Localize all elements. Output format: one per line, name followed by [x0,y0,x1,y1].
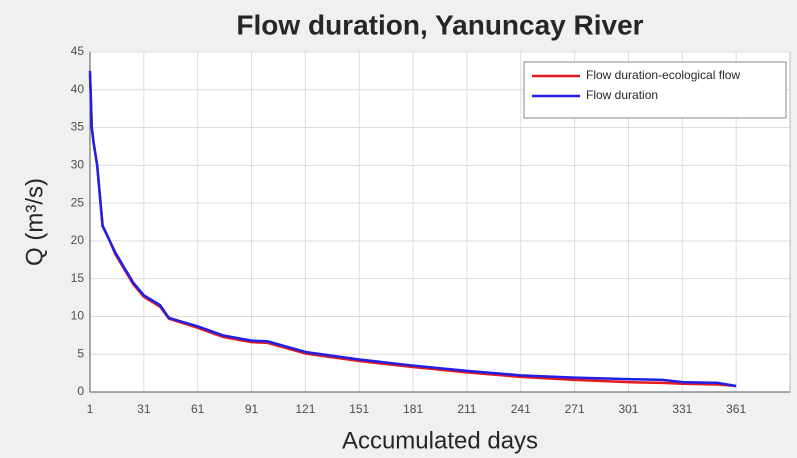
x-axis-label: Accumulated days [342,427,538,454]
x-tick-label: 241 [511,402,531,416]
y-tick-label: 0 [77,384,84,398]
x-tick-label: 361 [726,402,746,416]
y-tick-label: 25 [71,195,85,209]
chart-title: Flow duration, Yanuncay River [236,9,643,40]
x-tick-label: 331 [672,402,692,416]
legend-label: Flow duration-ecological flow [586,68,740,82]
legend-box [523,61,787,119]
y-tick-label: 10 [71,309,85,323]
y-tick-label: 35 [71,120,85,134]
y-axis-label: Q (m³/s) [21,178,48,266]
x-tick-label: 151 [349,402,369,416]
x-tick-label: 211 [457,402,476,416]
x-tick-label: 31 [137,402,151,416]
x-tick-label: 1 [87,402,94,416]
x-tick-label: 121 [295,402,315,416]
y-tick-label: 5 [77,346,84,360]
y-tick-label: 40 [71,82,85,96]
series-line [88,70,737,388]
x-tick-label: 271 [565,402,585,416]
y-tick-label: 30 [71,158,85,172]
y-tick-label: 20 [71,233,85,247]
legend-label: Flow duration [586,88,658,102]
y-tick-label: 15 [71,271,85,285]
x-tick-label: 61 [191,402,205,416]
x-tick-label: 181 [403,402,423,416]
y-tick-label: 45 [71,44,85,58]
x-tick-label: 301 [618,402,638,416]
x-tick-label: 91 [245,402,259,416]
